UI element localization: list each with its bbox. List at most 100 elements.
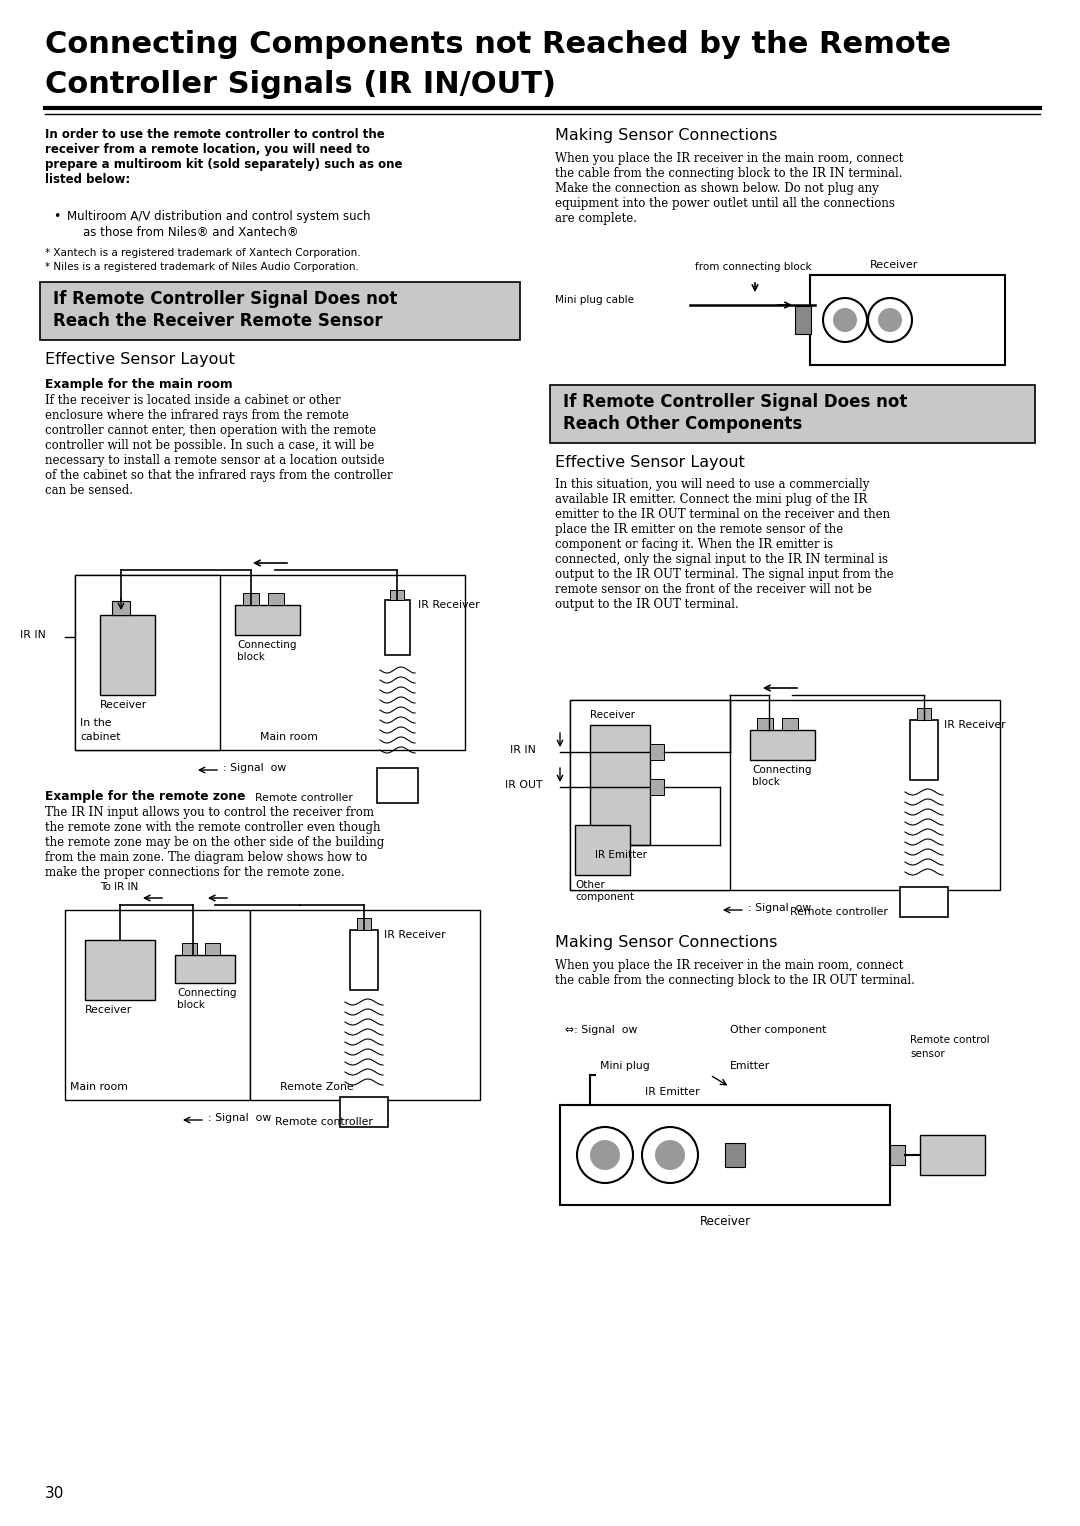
Text: component: component <box>575 893 634 902</box>
Bar <box>910 720 939 780</box>
Bar <box>570 700 730 890</box>
Text: The IR IN input allows you to control the receiver from
the remote zone with the: The IR IN input allows you to control th… <box>45 806 384 879</box>
Text: Controller Signals (IR IN/OUT): Controller Signals (IR IN/OUT) <box>45 70 556 99</box>
Text: IR OUT: IR OUT <box>505 780 542 790</box>
Text: Effective Sensor Layout: Effective Sensor Layout <box>45 353 234 366</box>
Bar <box>100 615 156 694</box>
Text: Reach the Receiver Remote Sensor: Reach the Receiver Remote Sensor <box>53 311 382 330</box>
Text: Remote Zone: Remote Zone <box>280 1082 353 1093</box>
Bar <box>243 594 259 604</box>
Text: Reach Other Components: Reach Other Components <box>563 415 802 433</box>
Text: IR Emitter: IR Emitter <box>645 1087 700 1097</box>
Text: When you place the IR receiver in the main room, connect
the cable from the conn: When you place the IR receiver in the ma… <box>555 958 915 987</box>
Text: IR Emitter: IR Emitter <box>595 850 647 861</box>
Bar <box>350 929 378 990</box>
Text: Example for the main room: Example for the main room <box>45 378 232 391</box>
Text: Receiver: Receiver <box>590 710 635 720</box>
Text: sensor: sensor <box>910 1048 945 1059</box>
Text: Multiroom A/V distribution and control system such: Multiroom A/V distribution and control s… <box>67 211 370 223</box>
Text: Receiver: Receiver <box>870 259 918 270</box>
Text: Main room: Main room <box>260 732 318 742</box>
Text: IR Receiver: IR Receiver <box>418 600 480 610</box>
Text: When you place the IR receiver in the main room, connect
the cable from the conn: When you place the IR receiver in the ma… <box>555 153 903 224</box>
Bar <box>235 604 300 635</box>
Bar <box>40 282 519 340</box>
Text: block: block <box>237 652 265 662</box>
Bar <box>249 909 480 1100</box>
Circle shape <box>878 308 902 333</box>
Text: Other: Other <box>575 881 605 890</box>
Text: IR IN: IR IN <box>21 630 45 639</box>
Bar <box>175 955 235 983</box>
Text: block: block <box>177 1000 205 1010</box>
Bar <box>795 307 811 334</box>
Bar <box>890 1144 905 1164</box>
Bar <box>85 940 156 1000</box>
Text: •: • <box>53 211 60 223</box>
Bar <box>575 826 630 874</box>
Bar <box>205 943 220 955</box>
Bar <box>725 1143 745 1167</box>
Bar <box>561 1105 890 1206</box>
Bar <box>900 887 948 917</box>
Text: Connecting: Connecting <box>177 987 237 998</box>
Bar <box>570 700 1000 890</box>
Bar <box>75 575 465 749</box>
Text: : Signal  ow: : Signal ow <box>222 763 286 774</box>
Text: Effective Sensor Layout: Effective Sensor Layout <box>555 455 745 470</box>
Text: Receiver: Receiver <box>100 700 147 710</box>
Text: Mini plug cable: Mini plug cable <box>555 295 634 305</box>
Text: If Remote Controller Signal Does not: If Remote Controller Signal Does not <box>53 290 397 308</box>
Text: If Remote Controller Signal Does not: If Remote Controller Signal Does not <box>563 394 907 410</box>
Text: Receiver: Receiver <box>700 1215 751 1228</box>
Text: To IR IN: To IR IN <box>100 882 138 893</box>
Bar <box>384 600 410 655</box>
Text: * Niles is a registered trademark of Niles Audio Corporation.: * Niles is a registered trademark of Nil… <box>45 262 359 272</box>
Text: Emitter: Emitter <box>730 1061 770 1071</box>
Bar <box>590 725 650 845</box>
Bar <box>650 778 664 795</box>
Text: If the receiver is located inside a cabinet or other
enclosure where the infrare: If the receiver is located inside a cabi… <box>45 394 393 497</box>
Bar <box>650 745 664 760</box>
Text: Receiver: Receiver <box>85 1006 132 1015</box>
Bar <box>112 601 130 615</box>
Text: Connecting: Connecting <box>752 765 811 775</box>
Text: as those from Niles® and Xantech®: as those from Niles® and Xantech® <box>83 226 299 240</box>
Circle shape <box>654 1140 685 1170</box>
Bar <box>65 909 249 1100</box>
Bar <box>377 768 418 803</box>
Bar <box>183 943 197 955</box>
Text: from connecting block: from connecting block <box>696 262 812 272</box>
Text: Mini plug: Mini plug <box>600 1061 650 1071</box>
Text: block: block <box>752 777 780 787</box>
Bar <box>750 729 815 760</box>
Text: : Signal  ow: : Signal ow <box>748 903 811 913</box>
Text: 30: 30 <box>45 1486 65 1502</box>
Bar <box>920 1135 985 1175</box>
Text: IR Receiver: IR Receiver <box>384 929 446 940</box>
Bar <box>390 591 404 600</box>
Text: Making Sensor Connections: Making Sensor Connections <box>555 128 778 143</box>
Bar <box>757 719 773 729</box>
Bar <box>810 275 1005 365</box>
Text: Remote controller: Remote controller <box>255 794 353 803</box>
Text: Remote control: Remote control <box>910 1035 989 1045</box>
Text: In order to use the remote controller to control the
receiver from a remote loca: In order to use the remote controller to… <box>45 128 403 186</box>
Bar <box>75 575 220 749</box>
Bar <box>357 919 372 929</box>
Text: : Signal  ow: : Signal ow <box>208 1112 271 1123</box>
Text: Other component: Other component <box>730 1025 826 1035</box>
Text: cabinet: cabinet <box>80 732 121 742</box>
Text: IR Receiver: IR Receiver <box>944 720 1005 729</box>
Text: Main room: Main room <box>70 1082 127 1093</box>
Text: ⇔: Signal  ow: ⇔: Signal ow <box>565 1025 637 1035</box>
Text: Remote controller: Remote controller <box>789 906 888 917</box>
Text: In the: In the <box>80 719 111 728</box>
Bar <box>917 708 931 720</box>
Text: Example for the remote zone: Example for the remote zone <box>45 790 245 803</box>
Bar <box>268 594 284 604</box>
Text: In this situation, you will need to use a commercially
available IR emitter. Con: In this situation, you will need to use … <box>555 478 893 610</box>
Text: Making Sensor Connections: Making Sensor Connections <box>555 935 778 951</box>
Text: * Xantech is a registered trademark of Xantech Corporation.: * Xantech is a registered trademark of X… <box>45 249 361 258</box>
Circle shape <box>590 1140 620 1170</box>
